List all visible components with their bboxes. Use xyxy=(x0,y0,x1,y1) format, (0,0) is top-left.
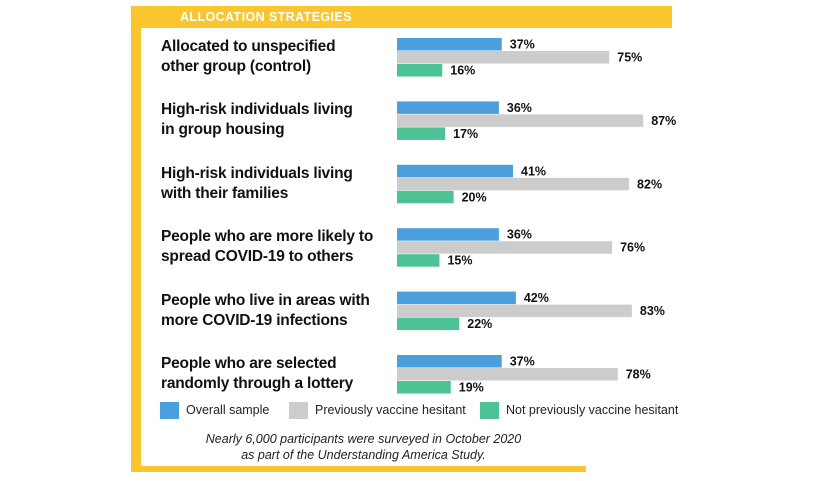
category-label-line: other group (control) xyxy=(161,58,311,75)
footnote-line-1: Nearly 6,000 participants were surveyed … xyxy=(205,432,522,446)
bar xyxy=(397,51,610,64)
data-label: 36% xyxy=(507,101,532,115)
bar xyxy=(397,190,454,204)
category-label: People who are more likely to spread COVI… xyxy=(161,227,393,267)
bar xyxy=(397,291,516,305)
data-label: 76% xyxy=(620,241,645,255)
frame-bottom-border xyxy=(131,466,586,472)
category-label: High-risk individuals living in group hou… xyxy=(161,100,393,140)
frame-left-border xyxy=(131,6,141,472)
bar xyxy=(397,177,630,191)
bar xyxy=(397,254,440,267)
bar xyxy=(397,368,618,381)
data-label: 17% xyxy=(453,127,478,141)
data-label: 36% xyxy=(507,228,532,242)
data-label: 87% xyxy=(651,114,676,128)
header-band xyxy=(131,6,672,28)
category-label: High-risk individuals living with their f… xyxy=(161,164,393,204)
legend-swatch-not-hesitant xyxy=(480,402,499,419)
category-label-line: randomly through a lottery xyxy=(161,375,354,392)
data-label: 78% xyxy=(626,368,651,382)
category-label-line: High-risk individuals living xyxy=(161,101,353,119)
bar xyxy=(397,304,632,318)
category-label-line: Allocated to unspecified xyxy=(161,38,336,55)
data-label: 83% xyxy=(640,304,665,318)
legend-label-overall: Overall sample xyxy=(186,403,270,417)
bar xyxy=(397,127,446,140)
bar xyxy=(397,64,443,77)
legend-swatch-hesitant xyxy=(289,402,308,419)
category-label-line: People who are more likely to xyxy=(161,228,374,246)
legend-swatch-overall xyxy=(160,402,179,419)
data-label: 75% xyxy=(617,51,642,65)
data-label: 16% xyxy=(450,64,475,78)
data-label: 15% xyxy=(447,254,472,268)
bar xyxy=(397,355,502,368)
category-label-line: High-risk individuals living xyxy=(161,164,353,182)
data-label: 19% xyxy=(459,381,484,395)
category-label-line: spread COVID-19 to others xyxy=(161,248,354,266)
data-label: 42% xyxy=(524,291,549,305)
data-label: 22% xyxy=(467,317,492,331)
bar xyxy=(397,317,460,331)
footnote: Nearly 6,000 participants were surveyed … xyxy=(141,431,586,463)
bar xyxy=(397,381,451,394)
legend-label-hesitant: Previously vaccine hesitant xyxy=(315,403,466,417)
chart-title: ALLOCATION STRATEGIES xyxy=(180,10,352,24)
data-label: 82% xyxy=(637,177,662,191)
category-label-line: People who are selected xyxy=(161,355,337,372)
category-label-line: with their families xyxy=(161,184,289,202)
bar xyxy=(397,164,514,178)
category-label: People who live in areas with more COVID-… xyxy=(161,291,393,331)
legend-label-not-hesitant: Not previously vaccine hesitant xyxy=(506,403,679,417)
category-label-line: more COVID-19 infections xyxy=(161,311,348,329)
category-label: People who are selected randomly through … xyxy=(161,354,393,394)
data-label: 37% xyxy=(510,355,535,369)
bar xyxy=(397,114,644,127)
footnote-line-2: as part of the Understanding America Stu… xyxy=(241,448,486,462)
category-label-line: in group housing xyxy=(161,121,285,139)
bar xyxy=(397,241,613,254)
bar xyxy=(397,101,499,114)
category-label-line: People who live in areas with xyxy=(161,291,370,309)
data-label: 41% xyxy=(521,164,546,178)
bar xyxy=(397,228,499,241)
bar xyxy=(397,38,502,51)
category-label: Allocated to unspecified other group (con… xyxy=(161,37,393,77)
data-label: 37% xyxy=(510,38,535,52)
data-label: 20% xyxy=(462,190,487,204)
